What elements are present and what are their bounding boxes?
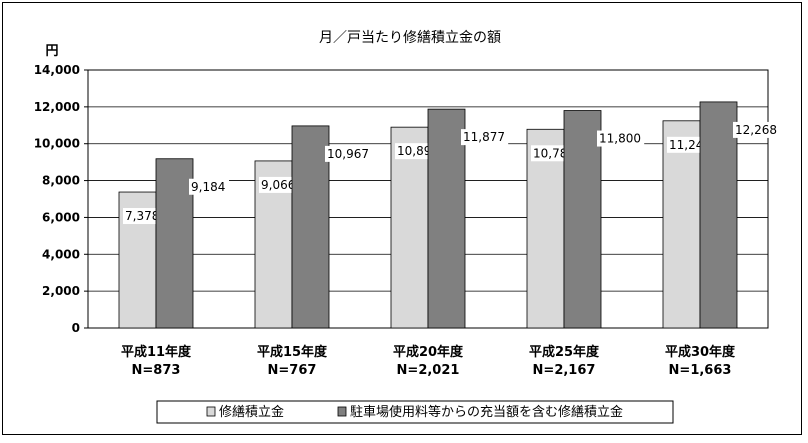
data-label: 10,967: [327, 147, 369, 161]
y-tick-label: 14,000: [34, 63, 80, 77]
chart-title: 月／戸当たり修繕積立金の額: [319, 30, 501, 46]
x-sample-size-label: N=873: [132, 363, 181, 378]
x-sample-size-label: N=1,663: [669, 363, 732, 378]
x-sample-size-label: N=767: [268, 363, 317, 378]
y-axis-unit-label: 円: [45, 44, 58, 59]
y-tick-label: 10,000: [34, 137, 80, 151]
legend-swatch: [337, 406, 347, 417]
x-category-label: 平成15年度: [257, 344, 328, 360]
bar-reserve-incl-parking: [427, 108, 466, 329]
bar-reserve-incl-parking: [563, 110, 602, 329]
legend-label: 駐車場使用料等からの充当額を含む修繕積立金: [350, 404, 623, 420]
data-label: 9,184: [191, 180, 225, 194]
data-label-background: [325, 145, 373, 162]
x-category-label: 平成30年度: [665, 344, 736, 360]
data-label: 7,378: [125, 209, 159, 223]
x-sample-size-label: N=2,167: [533, 363, 596, 378]
y-tick-label: 6,000: [42, 210, 80, 224]
data-label: 12,268: [735, 123, 777, 137]
data-label: 11,800: [599, 132, 641, 146]
bar-reserve: [526, 128, 565, 329]
legend-label: 修繕積立金: [219, 404, 284, 420]
y-tick-label: 2,000: [42, 284, 80, 298]
bar-reserve-incl-parking: [699, 101, 738, 329]
y-tick-label: 8,000: [42, 174, 80, 188]
bar-reserve-incl-parking: [291, 125, 330, 329]
y-tick-label: 0: [72, 321, 80, 335]
data-label-background: [733, 121, 781, 138]
y-tick-label: 12,000: [34, 100, 80, 114]
bar-reserve: [390, 126, 429, 329]
legend-swatch: [206, 406, 216, 417]
x-category-label: 平成25年度: [529, 344, 600, 360]
legend: 修繕積立金 駐車場使用料等からの充当額を含む修繕積立金: [156, 400, 674, 424]
data-label-background: [259, 176, 299, 193]
data-label-background: [597, 130, 645, 147]
data-label-background: [189, 178, 229, 195]
bar-reserve-incl-parking: [155, 158, 194, 329]
y-tick-label: 4,000: [42, 247, 80, 261]
x-sample-size-label: N=2,021: [397, 363, 460, 378]
data-label: 11,877: [463, 130, 505, 144]
data-label: 9,066: [261, 178, 295, 192]
data-label-background: [123, 208, 163, 225]
x-category-label: 平成20年度: [393, 344, 464, 360]
x-category-label: 平成11年度: [121, 344, 192, 360]
legend-box: [156, 400, 674, 424]
data-label-background: [461, 129, 509, 146]
